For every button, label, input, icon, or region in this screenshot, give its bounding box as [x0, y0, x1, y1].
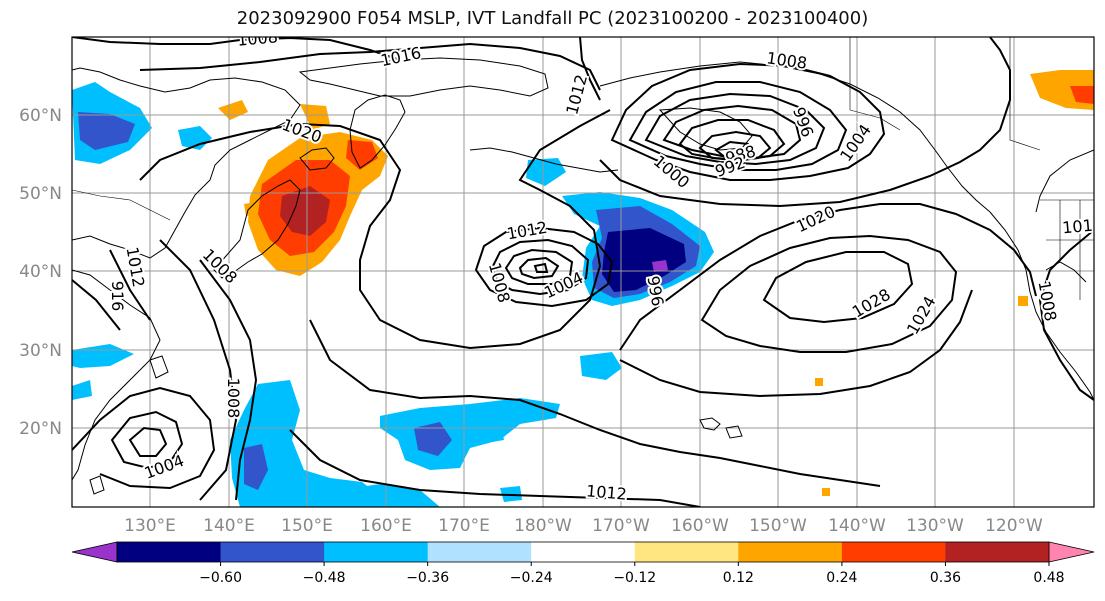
isobar-1016-south	[619, 289, 973, 398]
longitude-labels: 130°E 140°E 150°E 160°E 170°E 180°W 170°…	[124, 516, 1043, 536]
colorbar-tick-label: 0.36	[930, 570, 961, 586]
colorbar-cell	[531, 542, 636, 562]
isobar-1008-alaska	[610, 62, 886, 181]
lon-label: 150°E	[281, 516, 333, 536]
coast-north-america	[989, 211, 1094, 401]
colorbar-cell	[634, 542, 739, 562]
coast-alaska	[599, 61, 991, 213]
isobar-1000-sw	[110, 410, 184, 470]
isobar-1004-alaska	[628, 81, 848, 171]
isobar-1016	[139, 42, 601, 91]
lon-label: 170°E	[438, 516, 490, 536]
lat-label: 60°N	[19, 106, 62, 126]
isobar-1012-low	[474, 226, 614, 308]
ivt-negative-shading	[72, 82, 714, 507]
isobar-1020-high	[619, 203, 1037, 351]
colorbar-tick-label: −0.60	[199, 570, 242, 586]
colorbar-tick-label: 0.12	[723, 570, 754, 586]
lat-label: 40°N	[19, 262, 62, 282]
isobar-1004-sw	[72, 386, 216, 490]
colorbar-tick-label: −0.12	[613, 570, 656, 586]
isobar-label: 101	[1061, 216, 1093, 238]
colorbar: −0.60 −0.48 −0.36 −0.24 −0.12 0.12 0.24 0.36 0.4…	[71, 541, 1095, 586]
isobars	[72, 37, 1094, 507]
isobar-1008-west	[199, 259, 258, 501]
colorbar-cell	[220, 542, 325, 562]
isobar-label: 1008	[236, 27, 278, 49]
isobar-label: 1012	[585, 481, 627, 503]
isobar-1016-west	[72, 279, 121, 331]
latitude-labels: 60°N 50°N 40°N 30°N 20°N	[19, 106, 62, 439]
isobar-1012-west	[109, 249, 151, 321]
lon-label: 150°W	[749, 516, 807, 536]
isobar-label: 1008	[224, 378, 243, 419]
borders	[72, 37, 1094, 300]
isobar-1020-japan	[139, 109, 611, 350]
graticule	[72, 37, 1094, 507]
colorbar-tick-label: −0.24	[510, 570, 553, 586]
colorbar-cell	[427, 542, 532, 562]
colorbar-cell	[945, 542, 1050, 562]
colorbar-tick-label: −0.48	[303, 570, 346, 586]
lat-label: 50°N	[19, 184, 62, 204]
colorbar-frame	[116, 541, 1050, 563]
isobar-1012-kamchatka	[579, 37, 601, 101]
isobar-1004-low	[504, 248, 574, 285]
lon-label: 130°E	[124, 516, 176, 536]
isobar-1000	[644, 92, 826, 166]
lat-label: 20°N	[19, 419, 62, 439]
isobar-992	[678, 119, 786, 162]
isobar-1008-north	[72, 37, 401, 61]
lon-label: 160°E	[360, 516, 412, 536]
lon-label: 180°W	[514, 516, 572, 536]
map-title: 2023092900 F054 MSLP, IVT Landfall PC (2…	[236, 8, 869, 29]
colorbar-tick-label: −0.36	[406, 570, 449, 586]
isobar-1012-south	[309, 319, 881, 487]
lat-label: 30°N	[19, 341, 62, 361]
lon-label: 160°W	[671, 516, 729, 536]
isobar-label: 916	[108, 281, 127, 312]
coast-japan	[213, 179, 301, 279]
isobar-1008-low	[490, 238, 590, 296]
colorbar-extend-left	[71, 541, 118, 563]
isobar-1008-east	[1038, 229, 1094, 401]
colorbar-cell	[117, 542, 222, 562]
colorbar-cell	[738, 542, 843, 562]
lon-label: 120°W	[985, 516, 1043, 536]
coast-asia	[72, 67, 301, 259]
colorbar-tick-label: 0.24	[826, 570, 857, 586]
plot-frame	[71, 36, 1095, 508]
isobar-988	[698, 130, 772, 162]
isobar-1028	[762, 251, 914, 324]
colorbar-tick-label: 0.48	[1033, 570, 1064, 586]
isobar-1024	[700, 234, 958, 353]
colorbar-extend-right	[1048, 541, 1095, 563]
colorbar-cell	[324, 542, 429, 562]
lon-label: 140°E	[203, 516, 255, 536]
isobar-1012-bottom	[289, 429, 701, 507]
lon-label: 130°W	[906, 516, 964, 536]
coast-aleutians	[469, 147, 619, 173]
isobar-996	[662, 104, 802, 160]
isobar-1004-west	[159, 239, 238, 501]
colorbar-cell	[841, 542, 946, 562]
lon-label: 170°W	[592, 516, 650, 536]
lon-label: 140°W	[828, 516, 886, 536]
